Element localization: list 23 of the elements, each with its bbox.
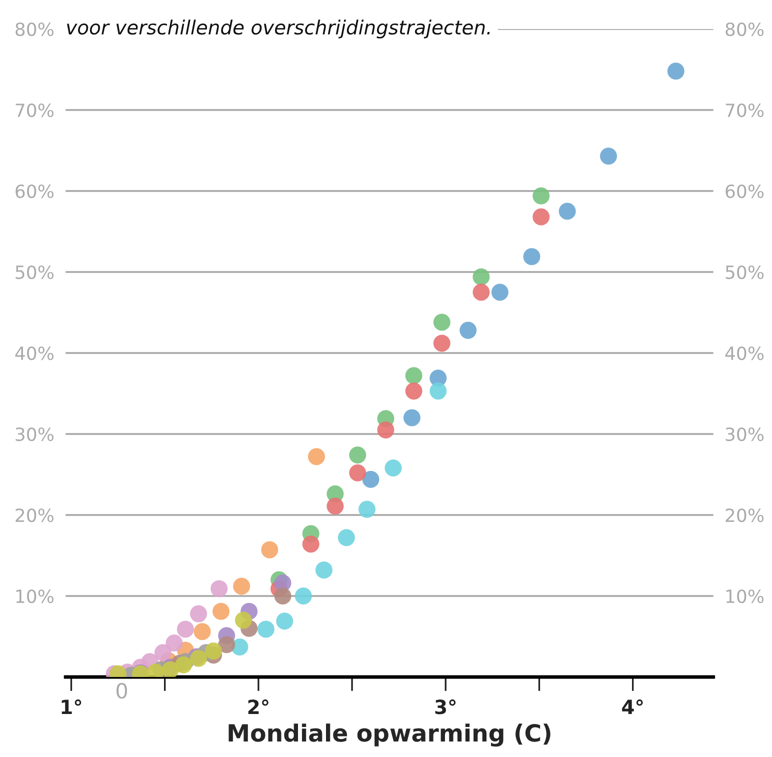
x-tick-label: 2° bbox=[248, 699, 268, 714]
y2-tick-label: 60% bbox=[726, 184, 764, 198]
x-axis-title: Mondiale opwarming (C) bbox=[228, 724, 550, 747]
x-tick-label: 4° bbox=[622, 699, 643, 714]
x-tick-label: 3° bbox=[435, 699, 456, 714]
y-tick-label: 60% bbox=[16, 184, 54, 198]
y2-tick-label: 40% bbox=[725, 346, 764, 360]
y2-tick-label: 70% bbox=[726, 103, 764, 118]
y-tick-label: 50% bbox=[16, 265, 54, 280]
annotation: 0 bbox=[116, 682, 128, 699]
y2-tick-label: 80% bbox=[726, 22, 764, 36]
y2-tick-label: 50% bbox=[726, 265, 764, 280]
y2-tick-label: 20% bbox=[726, 508, 764, 522]
x-tick-label: 1° bbox=[62, 699, 82, 714]
y-tick-label: 20% bbox=[16, 508, 54, 522]
y-tick-label: 80% bbox=[16, 22, 54, 36]
y2-tick-label: 10% bbox=[726, 589, 764, 604]
y-tick-label: 70% bbox=[16, 103, 54, 118]
y2-tick-label: 30% bbox=[726, 427, 764, 442]
chart-title: voor verschillende overschrijdingstrajecten. bbox=[67, 20, 490, 38]
y-tick-label: 30% bbox=[16, 427, 54, 442]
y-tick-label: 10% bbox=[16, 589, 54, 604]
y-tick-label: 40% bbox=[15, 346, 54, 360]
